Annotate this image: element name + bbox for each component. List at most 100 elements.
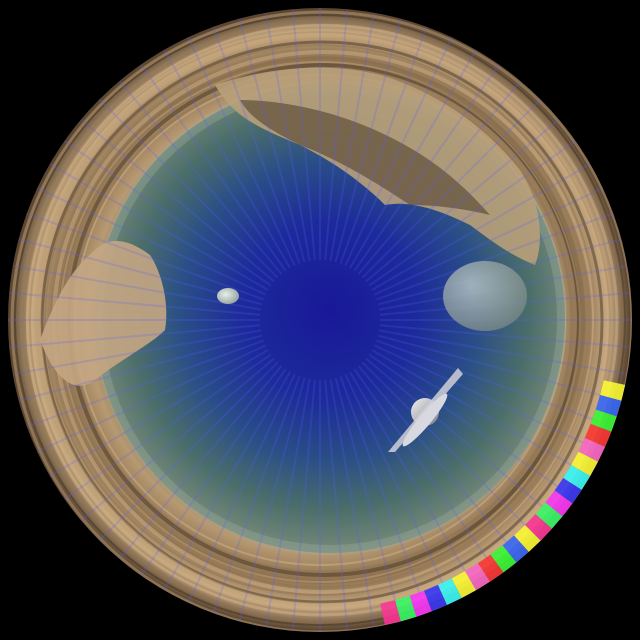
light-ray <box>353 57 505 272</box>
light-ray <box>113 365 283 566</box>
ufo <box>388 368 463 452</box>
rock-band <box>29 31 611 613</box>
color-bar-segment <box>600 380 626 401</box>
light-ray <box>377 334 630 404</box>
color-bar-segment <box>535 502 563 529</box>
light-ray <box>263 8 311 262</box>
light-ray <box>29 183 267 296</box>
rock-band <box>14 14 626 626</box>
light-ray <box>373 183 611 296</box>
light-ray <box>74 357 275 527</box>
light-ray <box>329 8 377 262</box>
light-ray <box>10 334 263 404</box>
light-ray <box>93 361 279 547</box>
color-bar-segment <box>380 600 401 626</box>
rock-band <box>22 20 626 624</box>
rock-band <box>25 23 619 617</box>
light-ray <box>371 349 598 481</box>
light-ray <box>368 135 583 287</box>
light-ray <box>135 368 287 583</box>
color-bars <box>380 380 626 626</box>
light-ray <box>8 263 262 311</box>
light-ray <box>57 353 272 505</box>
color-bar-segment <box>451 571 476 598</box>
light-ray <box>209 18 301 264</box>
color-bar-segment <box>437 578 462 606</box>
light-ray <box>29 344 267 457</box>
color-bar-segment <box>525 514 552 541</box>
light-ray <box>349 42 481 269</box>
color-bar-segment <box>554 477 582 504</box>
light-ray <box>379 324 632 349</box>
light-ray <box>113 74 283 275</box>
light-ray <box>8 329 262 377</box>
light-ray <box>324 8 349 261</box>
light-ray <box>344 373 457 611</box>
color-bar-segment <box>409 590 432 617</box>
light-ray <box>376 209 622 301</box>
light-ray <box>183 29 296 267</box>
light-ray <box>159 371 291 598</box>
rock-band <box>44 44 596 596</box>
light-ray <box>329 378 377 632</box>
light-ray <box>183 373 296 611</box>
light-ray <box>263 378 311 632</box>
light-ray <box>18 209 264 301</box>
color-bar-segment <box>545 490 573 517</box>
light-ray <box>159 42 291 269</box>
color-bar-segment <box>514 525 541 552</box>
light-ray <box>236 377 306 630</box>
light-ray <box>18 339 264 431</box>
light-ray <box>74 113 275 283</box>
cliff-top-shadow <box>240 100 490 215</box>
color-bar-segment <box>590 409 617 432</box>
rock-band <box>37 33 611 607</box>
light-ray <box>324 379 349 632</box>
rock-band <box>10 10 632 632</box>
color-bar-segment <box>423 584 447 612</box>
color-bar-segment <box>502 535 529 563</box>
light-ray <box>368 353 583 505</box>
color-bar-segment <box>571 451 598 476</box>
color-bar-segment <box>490 545 517 573</box>
light-ray <box>365 113 566 283</box>
rock-texture <box>10 10 632 632</box>
light-ray <box>8 324 261 349</box>
light-ray <box>291 379 316 632</box>
light-ray <box>365 357 566 527</box>
moon-large <box>443 261 527 331</box>
color-bar-segment <box>584 423 612 447</box>
light-ray <box>42 349 269 481</box>
light-ray <box>353 368 505 583</box>
color-bar-segment <box>395 595 417 622</box>
light-ray <box>8 291 261 316</box>
light-ray <box>373 344 611 457</box>
moon-small <box>217 288 239 304</box>
light-ray <box>334 377 404 630</box>
color-bar-segment <box>578 437 606 462</box>
light-ray <box>93 93 279 279</box>
cliff-left <box>40 240 167 386</box>
light-ray <box>339 376 431 622</box>
light-ray <box>371 159 598 291</box>
color-bar-segment <box>595 395 622 417</box>
light-ray <box>236 10 306 263</box>
light-ray <box>209 376 301 622</box>
light-ray <box>378 329 632 377</box>
light-ray <box>357 74 527 275</box>
color-bar-segment <box>563 465 591 490</box>
light-ray <box>344 29 457 267</box>
light-ray <box>357 365 527 566</box>
rock-band <box>40 40 604 604</box>
light-ray <box>42 159 269 291</box>
color-bar-segment <box>465 563 490 591</box>
light-ray <box>135 57 287 272</box>
light-ray <box>291 8 316 261</box>
light-ray <box>376 339 622 431</box>
light-ray <box>57 135 272 287</box>
light-ray <box>361 93 547 279</box>
light-ray <box>334 10 404 263</box>
light-ray <box>349 371 481 598</box>
